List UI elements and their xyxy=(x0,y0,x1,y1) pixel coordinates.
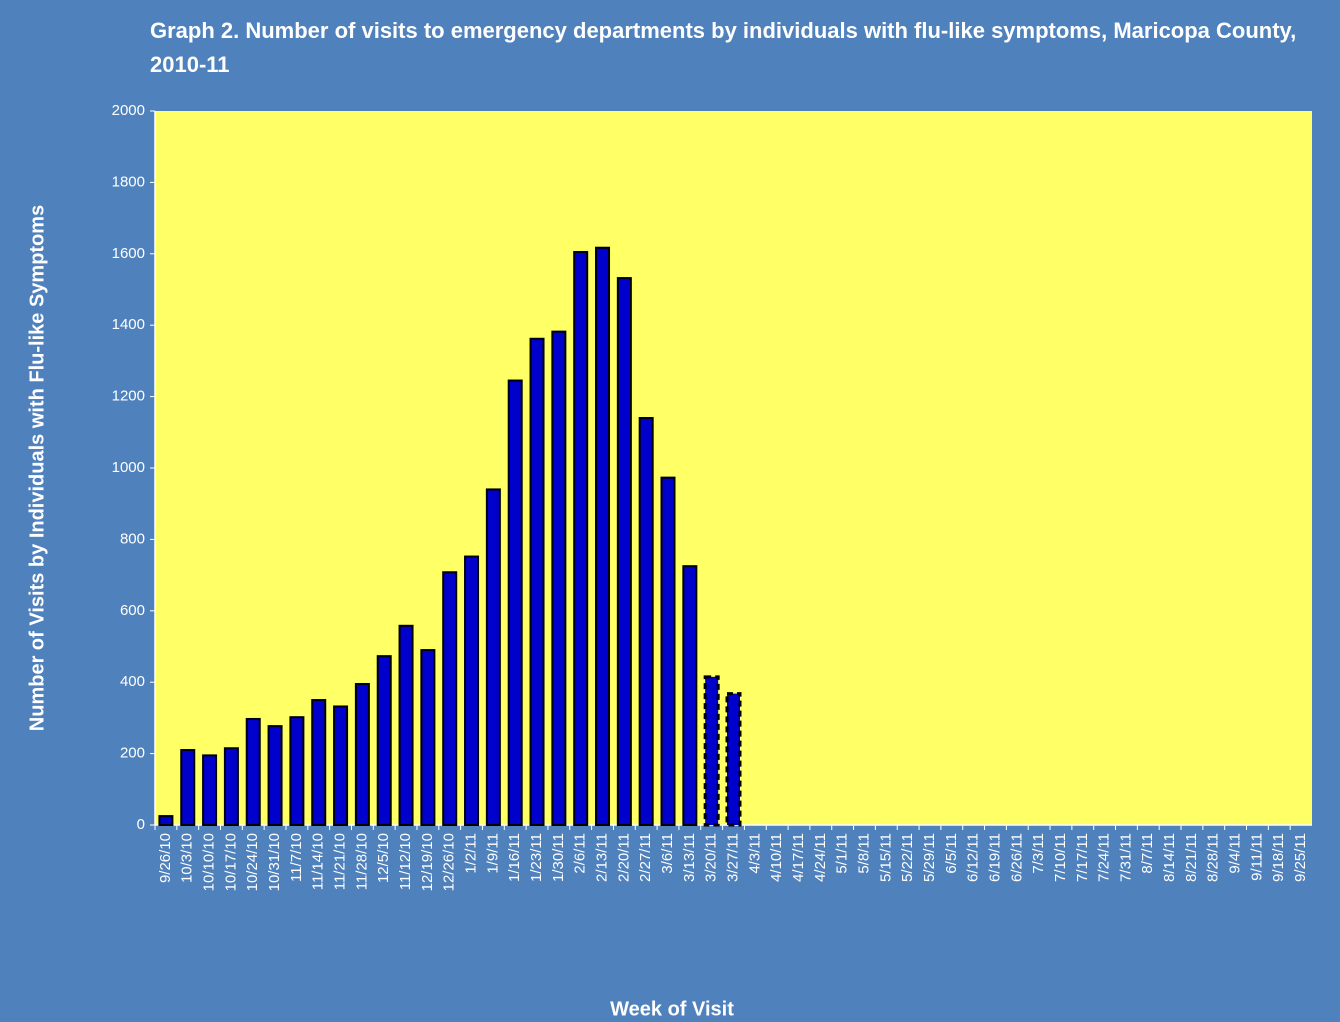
x-tick-label: 4/17/11 xyxy=(790,833,807,882)
x-tick-label: 9/11/11 xyxy=(1248,833,1265,881)
y-tick-label: 800 xyxy=(120,530,145,547)
x-tick-label: 7/24/11 xyxy=(1096,833,1113,882)
x-tick-label: 12/5/10 xyxy=(375,833,392,883)
bar xyxy=(245,717,261,827)
x-tick-label: 11/28/10 xyxy=(353,833,370,890)
x-tick-label: 2/13/11 xyxy=(593,833,610,882)
x-tick-label: 9/26/10 xyxy=(157,833,174,883)
x-tick-label: 10/17/10 xyxy=(222,833,239,891)
x-tick-label: 10/3/10 xyxy=(179,833,196,883)
y-tick-label: 1800 xyxy=(112,173,145,190)
x-tick-label: 4/24/11 xyxy=(812,833,829,882)
bar xyxy=(267,725,283,827)
chart-title: Graph 2. Number of visits to emergency d… xyxy=(150,18,1297,77)
x-tick-label: 6/19/11 xyxy=(986,833,1003,882)
x-tick-label: 5/1/11 xyxy=(834,833,851,874)
x-tick-label: 1/16/11 xyxy=(506,833,523,882)
x-tick-label: 11/21/10 xyxy=(332,833,349,890)
bar xyxy=(464,555,480,826)
bar xyxy=(180,749,196,827)
bar xyxy=(158,815,174,827)
bar xyxy=(376,655,392,826)
x-tick-label: 11/14/10 xyxy=(310,833,327,890)
bar xyxy=(420,649,436,826)
x-tick-label: 10/10/10 xyxy=(201,833,218,891)
x-tick-label: 5/8/11 xyxy=(855,833,872,874)
bar xyxy=(638,417,654,826)
bar xyxy=(398,624,414,826)
x-tick-label: 4/10/11 xyxy=(768,833,785,882)
bar xyxy=(703,675,720,827)
x-tick-label: 7/3/11 xyxy=(1030,833,1047,874)
x-axis-label: Week of Visit xyxy=(610,998,734,1020)
bar xyxy=(616,277,632,826)
x-tick-label: 12/26/10 xyxy=(441,833,458,891)
y-tick-label: 1600 xyxy=(112,245,145,262)
y-tick-label: 1000 xyxy=(112,459,145,476)
bar xyxy=(311,699,327,826)
bar xyxy=(595,246,611,826)
x-tick-label: 7/17/11 xyxy=(1074,833,1091,882)
y-tick-label: 1200 xyxy=(112,388,145,405)
x-tick-label: 9/4/11 xyxy=(1227,833,1244,874)
x-tick-label: 9/25/11 xyxy=(1292,833,1309,882)
x-tick-label: 12/19/10 xyxy=(419,833,436,891)
x-tick-label: 5/15/11 xyxy=(877,833,894,882)
x-tick-label: 5/22/11 xyxy=(899,833,916,882)
y-axis-label: Number of Visits by Individuals with Flu… xyxy=(26,205,48,731)
x-tick-label: 6/26/11 xyxy=(1008,833,1025,882)
y-tick-label: 400 xyxy=(120,673,145,690)
x-tick-label: 5/29/11 xyxy=(921,833,938,882)
bar xyxy=(725,692,742,827)
x-tick-label: 2/27/11 xyxy=(637,833,654,882)
x-tick-label: 1/23/11 xyxy=(528,833,545,882)
x-tick-label: 8/14/11 xyxy=(1161,833,1178,882)
y-tick-label: 2000 xyxy=(112,102,145,119)
y-tick-label: 0 xyxy=(137,816,145,833)
x-tick-label: 1/9/11 xyxy=(484,833,501,874)
x-tick-label: 2/20/11 xyxy=(615,833,632,882)
x-tick-label: 3/13/11 xyxy=(681,833,698,882)
x-tick-label: 9/18/11 xyxy=(1270,833,1287,882)
x-tick-label: 3/6/11 xyxy=(659,833,676,874)
bar xyxy=(202,754,218,827)
x-tick-label: 10/31/10 xyxy=(266,833,283,891)
x-tick-label: 7/10/11 xyxy=(1052,833,1069,882)
x-tick-label: 1/30/11 xyxy=(550,833,567,882)
x-tick-label: 3/20/11 xyxy=(703,833,720,882)
y-tick-label: 200 xyxy=(120,745,145,762)
bar xyxy=(573,251,589,826)
bar xyxy=(507,379,523,826)
bar xyxy=(682,565,698,826)
bar xyxy=(529,337,545,826)
bar xyxy=(289,716,305,826)
x-tick-label: 2/6/11 xyxy=(572,833,589,874)
x-tick-label: 3/27/11 xyxy=(724,833,741,882)
x-tick-label: 6/12/11 xyxy=(965,833,982,882)
x-tick-label: 7/31/11 xyxy=(1117,833,1134,882)
x-tick-label: 1/2/11 xyxy=(463,833,480,874)
x-tick-label: 11/7/10 xyxy=(288,833,305,882)
x-tick-label: 8/7/11 xyxy=(1139,833,1156,874)
y-tick-label: 1400 xyxy=(112,316,145,333)
y-tick-label: 600 xyxy=(120,602,145,619)
bar xyxy=(551,330,567,826)
x-tick-label: 11/12/10 xyxy=(397,833,414,890)
x-tick-label: 10/24/10 xyxy=(244,833,261,891)
bar xyxy=(442,571,458,827)
bar xyxy=(333,705,349,827)
x-tick-label: 6/5/11 xyxy=(943,833,960,874)
bar xyxy=(660,476,676,826)
bar xyxy=(354,682,370,826)
x-tick-label: 8/28/11 xyxy=(1205,833,1222,882)
bar xyxy=(485,488,501,826)
x-tick-label: 8/21/11 xyxy=(1183,833,1200,882)
x-tick-label: 4/3/11 xyxy=(746,833,763,874)
bar xyxy=(223,747,239,826)
